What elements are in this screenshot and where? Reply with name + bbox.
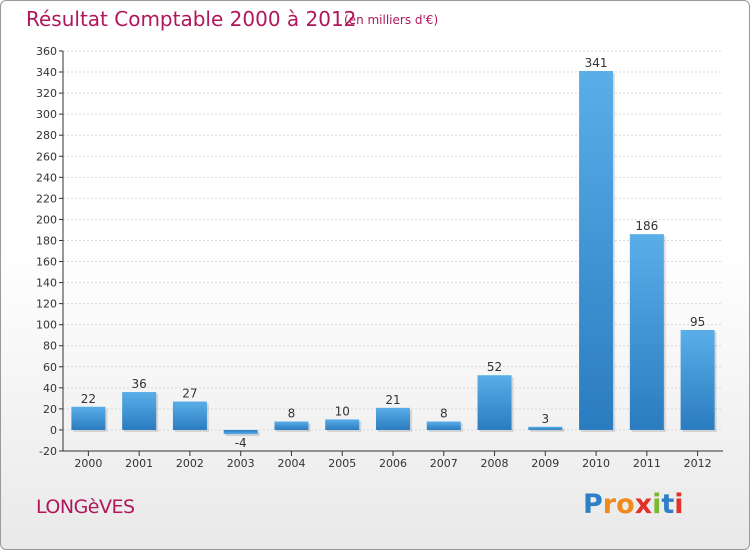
bar-2002 [172, 401, 207, 430]
bar-value-label: 3 [541, 412, 549, 426]
y-tick-label: -20 [39, 445, 57, 458]
y-tick-label: 20 [43, 403, 57, 416]
y-tick-label: 280 [36, 129, 57, 142]
commune-name: LONGèVES [36, 496, 135, 518]
bar-2007 [426, 421, 461, 430]
chart-subtitle: (en milliers d'€) [344, 13, 439, 27]
bar-2011 [629, 234, 664, 430]
x-tick-label: 2001 [125, 457, 153, 470]
y-tick-label: 100 [36, 319, 57, 332]
y-tick-label: 200 [36, 213, 57, 226]
bar-value-label: 52 [487, 360, 502, 374]
bar-value-label: 95 [690, 315, 705, 329]
bar-2006 [376, 407, 410, 430]
y-tick-label: 320 [36, 87, 57, 100]
x-tick-label: 2008 [481, 457, 509, 470]
x-tick-label: 2010 [582, 457, 610, 470]
x-tick-label: 2011 [633, 457, 661, 470]
x-tick-label: 2002 [176, 457, 204, 470]
y-tick-label: 60 [43, 361, 57, 374]
bar-2003 [223, 429, 258, 435]
y-tick-label: 360 [36, 45, 57, 58]
logo-letter: P [583, 489, 603, 520]
x-tick-label: 2004 [277, 457, 305, 470]
x-tick-label: 2007 [430, 457, 458, 470]
y-tick-label: 260 [36, 150, 57, 163]
bar-shadow [530, 428, 565, 432]
bar-value-label: 21 [385, 393, 400, 407]
y-tick-label: 220 [36, 192, 57, 205]
bar-value-label: 22 [81, 392, 96, 406]
logo-letter: i [652, 489, 662, 520]
logo-letter: t [661, 489, 675, 520]
bar-2005 [325, 419, 360, 430]
x-tick-label: 2000 [74, 457, 102, 470]
bar-value-label: 27 [182, 387, 197, 401]
y-tick-label: 140 [36, 277, 57, 290]
proxiti-logo: Proxiti [583, 489, 684, 520]
bar-2012 [680, 329, 715, 430]
bar-value-label: 8 [440, 407, 448, 421]
logo-letter: o [616, 489, 635, 520]
bar-2000 [71, 406, 106, 430]
bar-value-label: 36 [132, 377, 147, 391]
bar-2010 [579, 71, 614, 430]
bar-value-label: 10 [335, 404, 350, 418]
logo-letter: r [602, 489, 617, 520]
y-tick-label: 180 [36, 234, 57, 247]
y-tick-label: 300 [36, 108, 57, 121]
y-tick-label: 340 [36, 66, 57, 79]
y-tick-label: 40 [43, 382, 57, 395]
bar-value-label: 8 [288, 407, 296, 421]
y-tick-label: 240 [36, 171, 57, 184]
logo-letter: i [674, 489, 684, 520]
y-tick-label: 120 [36, 298, 57, 311]
bar-2009 [528, 426, 563, 430]
bar-value-label: 341 [585, 56, 608, 70]
bar-2001 [122, 392, 157, 430]
y-tick-label: 0 [50, 424, 57, 437]
logo-letter: x [634, 489, 653, 520]
bar-2008 [477, 375, 512, 430]
bar-value-label: -4 [235, 436, 247, 450]
bar-value-label: 186 [635, 219, 658, 233]
x-tick-label: 2012 [684, 457, 712, 470]
x-tick-label: 2006 [379, 457, 407, 470]
bar-2004 [274, 421, 309, 430]
y-tick-label: 80 [43, 340, 57, 353]
x-tick-label: 2009 [531, 457, 559, 470]
chart-title: Résultat Comptable 2000 à 2012 [26, 7, 357, 31]
x-tick-label: 2003 [227, 457, 255, 470]
y-tick-label: 160 [36, 256, 57, 269]
x-tick-label: 2005 [328, 457, 356, 470]
